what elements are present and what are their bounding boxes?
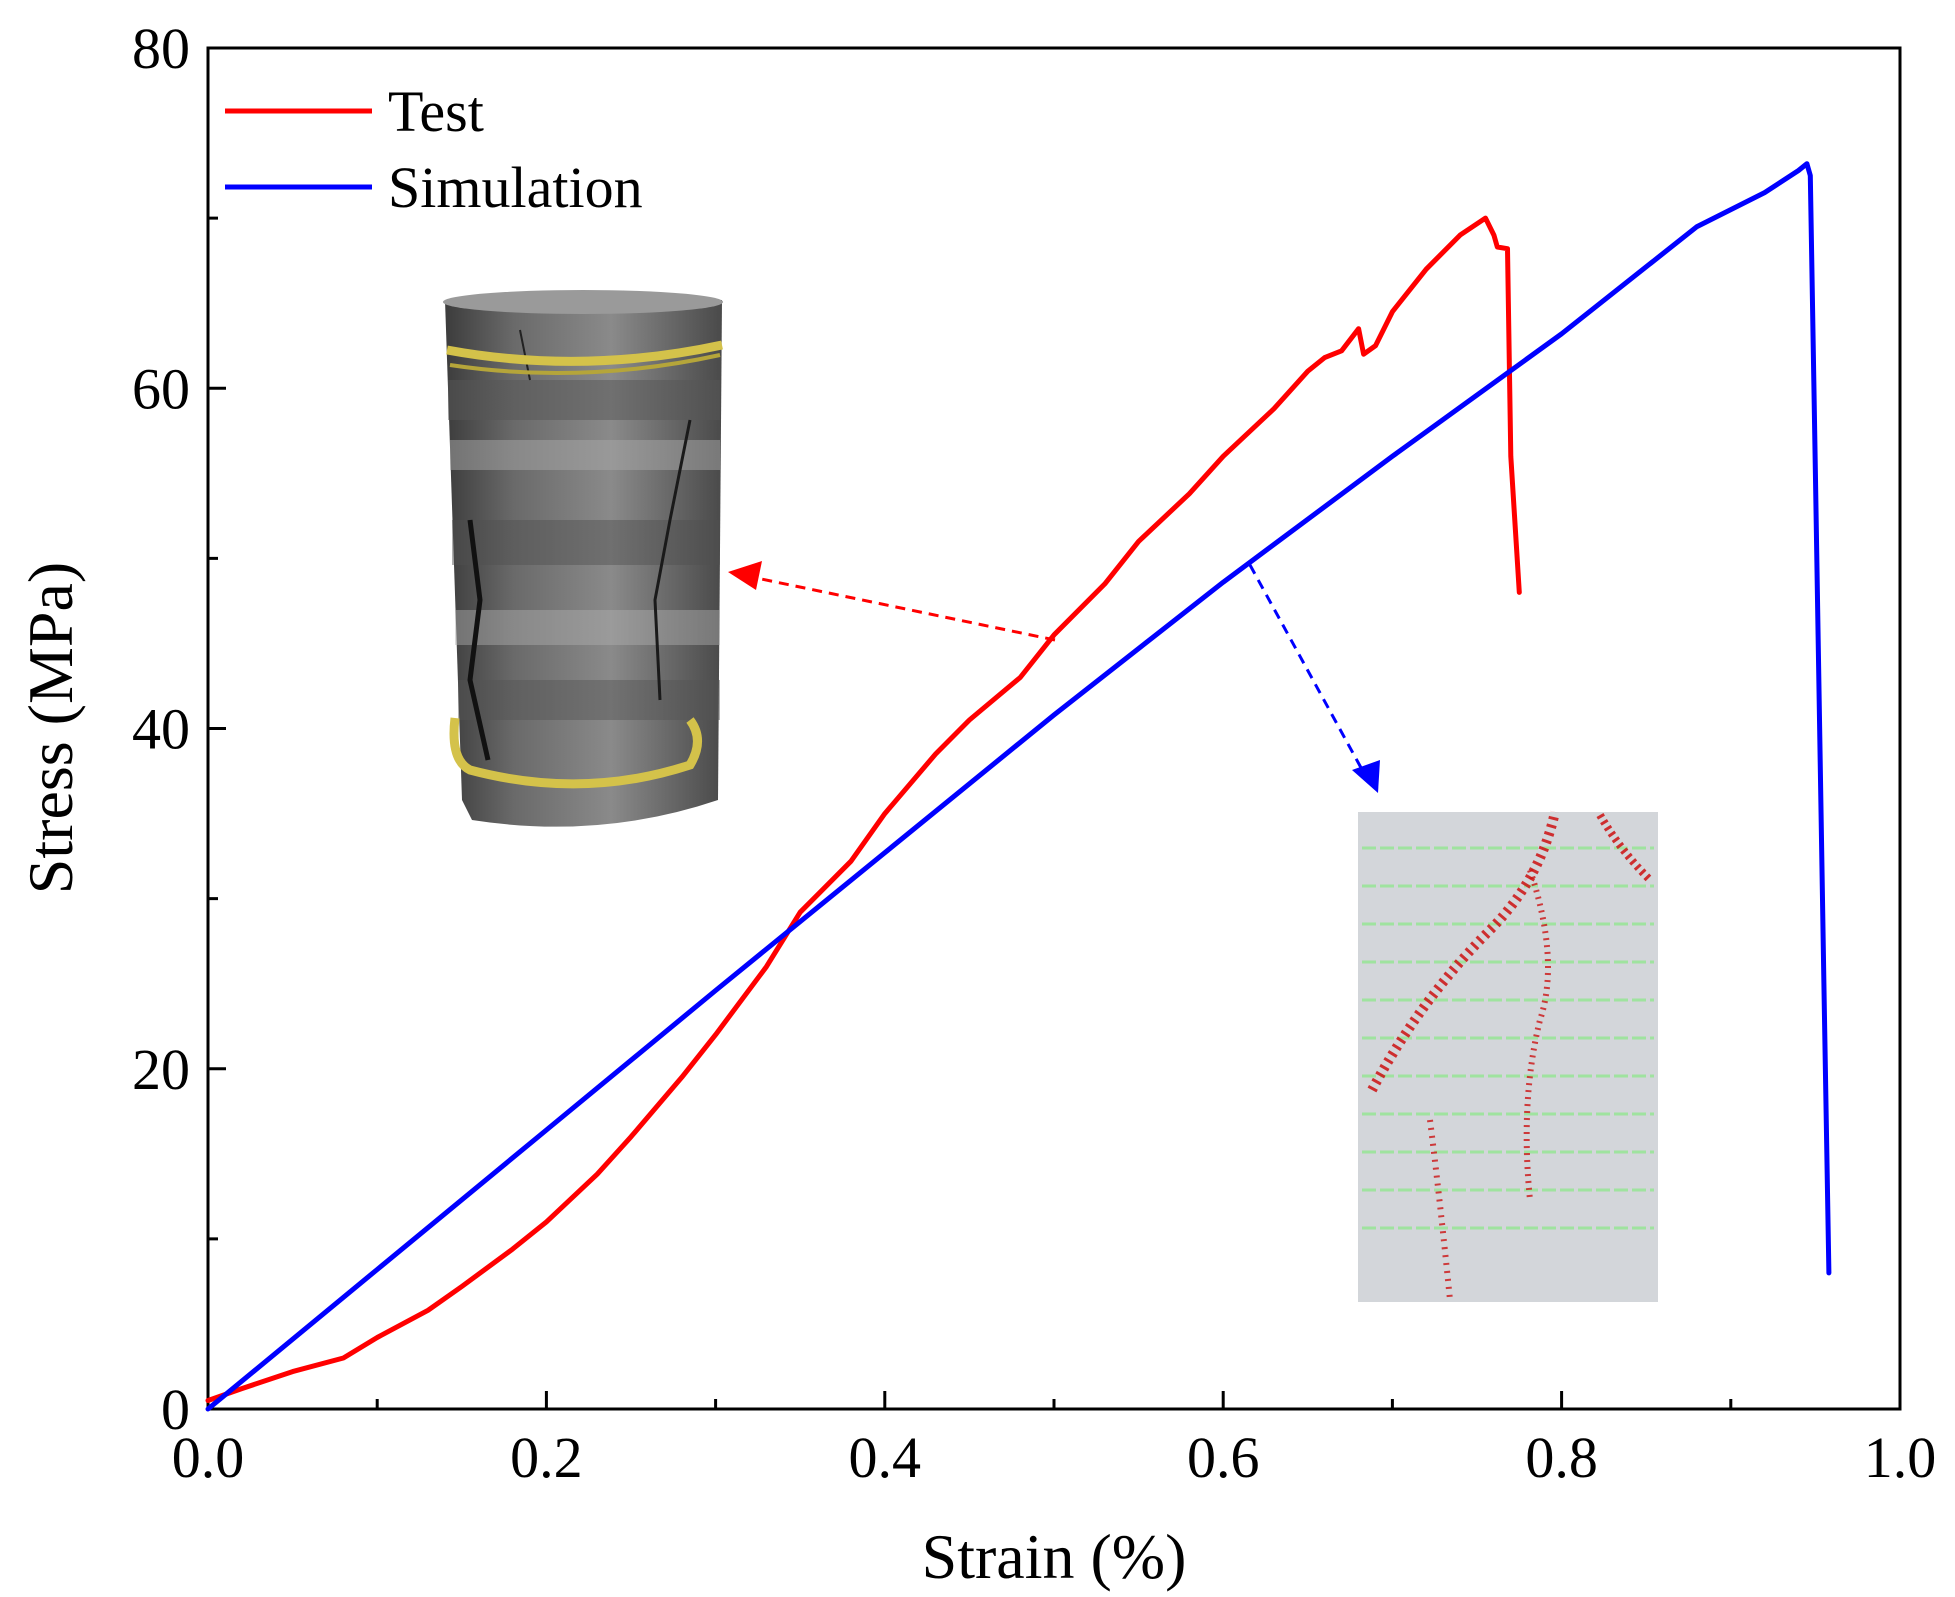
x-tick-label: 0.6 bbox=[1187, 1425, 1260, 1490]
y-tick-label: 40 bbox=[132, 697, 190, 762]
x-axis-ticks: 0.0 0.2 0.4 0.6 0.8 1.0 bbox=[172, 1391, 1937, 1490]
series-layer bbox=[205, 161, 1832, 1412]
legend-label-test: Test bbox=[388, 79, 484, 144]
y-tick-label: 80 bbox=[132, 16, 190, 81]
x-tick-label: 0.0 bbox=[172, 1425, 245, 1490]
y-axis-ticks: 0 20 40 60 80 bbox=[132, 16, 226, 1442]
simulation-snapshot-pointer bbox=[1248, 564, 1380, 793]
y-tick-label: 20 bbox=[132, 1037, 190, 1102]
x-tick-label: 0.2 bbox=[510, 1425, 583, 1490]
simulation-bedding-lines bbox=[1362, 846, 1654, 1230]
legend-label-simulation: Simulation bbox=[388, 155, 643, 220]
series-line-test bbox=[205, 215, 1522, 1403]
rock-specimen-photo bbox=[443, 290, 723, 827]
series-line-simulation bbox=[205, 161, 1832, 1412]
y-axis-title: Stress (MPa) bbox=[15, 562, 86, 894]
legend: Test Simulation bbox=[225, 79, 643, 220]
y-tick-label: 0 bbox=[161, 1377, 190, 1442]
x-tick-label: 0.4 bbox=[849, 1425, 922, 1490]
test-photo-pointer bbox=[728, 561, 1056, 642]
x-tick-label: 1.0 bbox=[1864, 1425, 1937, 1490]
x-axis-title: Strain (%) bbox=[922, 1521, 1187, 1592]
simulation-snapshot bbox=[1358, 810, 1658, 1302]
y-tick-label: 60 bbox=[132, 356, 190, 421]
x-tick-label: 0.8 bbox=[1525, 1425, 1598, 1490]
